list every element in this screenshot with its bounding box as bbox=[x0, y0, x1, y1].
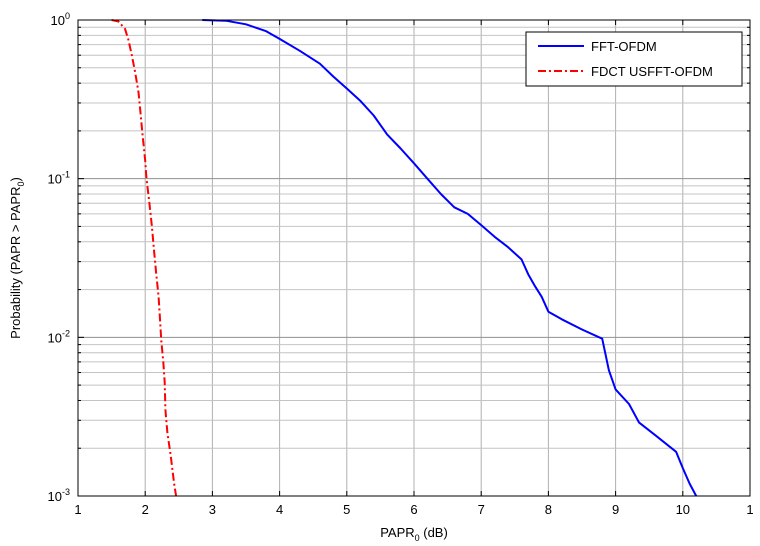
x-tick-label: 9 bbox=[612, 502, 619, 517]
y-tick-label: 10-2 bbox=[48, 328, 70, 345]
legend-label-fdct-usfft-ofdm: FDCT USFFT-OFDM bbox=[591, 64, 713, 79]
x-tick-label: 1 bbox=[746, 502, 753, 517]
series-line-fdct-usfft-ofdm bbox=[111, 19, 178, 497]
y-tick-label: 100 bbox=[51, 11, 70, 28]
x-tick-label: 1 bbox=[74, 502, 81, 517]
y-tick-label: 10-1 bbox=[48, 170, 70, 187]
x-axis-label: PAPR0 (dB) bbox=[380, 525, 448, 543]
tick-marks bbox=[77, 20, 751, 497]
x-tick-label: 3 bbox=[209, 502, 216, 517]
y-tick-label: 10-3 bbox=[48, 487, 70, 504]
legend: FFT-OFDM FDCT USFFT-OFDM bbox=[525, 31, 743, 87]
x-tick-label: 8 bbox=[545, 502, 552, 517]
legend-box bbox=[525, 31, 743, 87]
x-tick-label: 6 bbox=[410, 502, 417, 517]
x-tick-label: 7 bbox=[478, 502, 485, 517]
tick-labels: 1 2 3 4 5 6 7 8 9 10 1 100 10-1 10-2 10-3 bbox=[48, 11, 754, 517]
y-axis-label: Probability (PAPR > PAPR0) bbox=[8, 177, 26, 339]
series-line-fft-ofdm bbox=[202, 19, 698, 497]
series-layer bbox=[111, 19, 698, 497]
legend-label-fft-ofdm: FFT-OFDM bbox=[591, 39, 657, 54]
x-tick-label: 2 bbox=[142, 502, 149, 517]
x-tick-label: 5 bbox=[343, 502, 350, 517]
x-tick-label: 4 bbox=[276, 502, 283, 517]
x-tick-label: 10 bbox=[676, 502, 690, 517]
